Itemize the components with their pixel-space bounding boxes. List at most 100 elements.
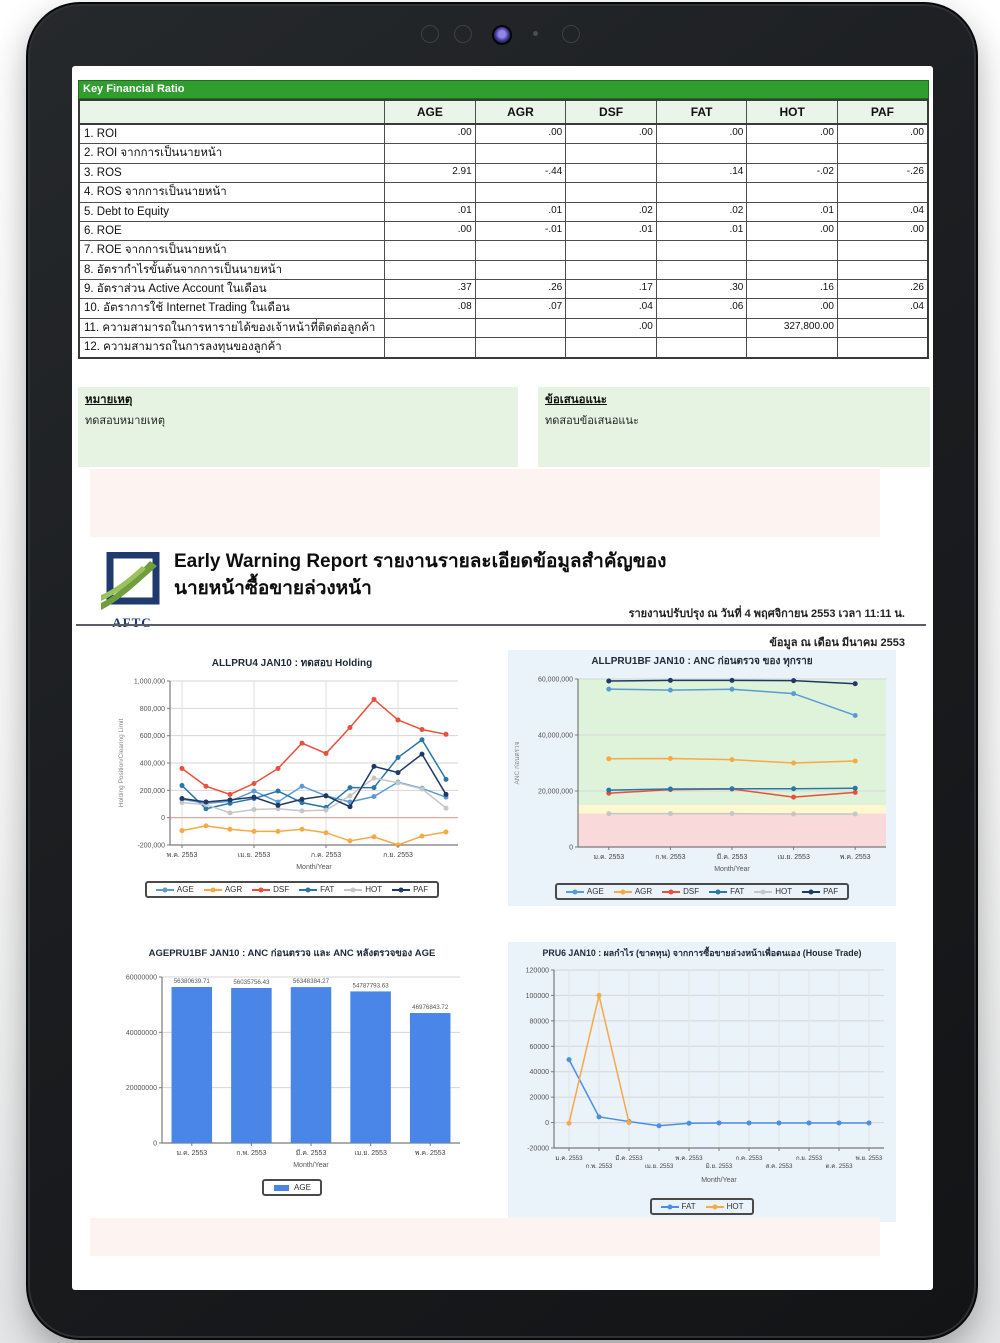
report-title-line2: นายหน้าซื้อขายล่วงหน้า (174, 578, 372, 599)
legend-item: PAF (392, 885, 428, 894)
cell-value (474, 182, 567, 203)
data-as-of-label: ข้อมูล ณ เดือน มีนาคม 2553 (769, 637, 905, 649)
sensor-ring-icon (454, 25, 472, 43)
legend-label: PAF (823, 887, 839, 896)
cell-value: .00 (746, 220, 838, 242)
legend-swatch (802, 889, 821, 894)
chart-svg: 0 20,000,000 40,000,000 60,000,000 ม.ค. 2553… (514, 677, 886, 873)
cell-value: .17 (565, 278, 657, 300)
cell-value: -.44 (474, 162, 567, 184)
cell-value (655, 317, 748, 339)
svg-text:54787793.63: 54787793.63 (353, 982, 390, 989)
table-body: 1. ROI .00.00.00.00.00.00 2. ROI จากการเป็… (78, 123, 929, 358)
svg-text:ก.ย. 2553: ก.ย. 2553 (796, 1155, 823, 1162)
report-title-line1: Early Warning Report รายงานรายละเอียดข้อ… (174, 551, 667, 572)
legend-swatch (252, 887, 271, 892)
svg-text:Month/Year: Month/Year (296, 864, 332, 871)
column-header: PAF (836, 99, 929, 125)
header-divider (76, 624, 926, 626)
svg-text:20000000: 20000000 (126, 1085, 157, 1092)
chart-legend: FAT HOT (649, 1198, 755, 1215)
sensor-ring-icon (562, 25, 580, 43)
cell-value (474, 259, 567, 281)
cell-value: .00 (746, 298, 838, 319)
svg-text:400,000: 400,000 (140, 761, 165, 768)
front-camera-cluster (28, 4, 976, 64)
cell-value (836, 240, 929, 261)
legend-label: HOT (775, 887, 793, 896)
svg-text:46976843.72: 46976843.72 (412, 1004, 449, 1011)
chart-panel-holding: ALLPRU4 JAN10 : ทดสอบ Holding -200,000 0 2… (112, 652, 472, 904)
legend-swatch (299, 887, 318, 892)
row-label: 11. ความสามารถในการหารายได้ของเจ้าหน้าที… (78, 317, 386, 339)
cell-value (474, 337, 567, 358)
legend-label: AGR (224, 885, 243, 894)
svg-text:เม.ย. 2553: เม.ย. 2553 (238, 852, 271, 859)
svg-text:พ.ย. 2553: พ.ย. 2553 (856, 1155, 883, 1162)
legend-label: DSF (273, 885, 290, 894)
legend-label: FAT (320, 885, 335, 894)
legend-item: AGE (273, 1183, 311, 1192)
legend-item: AGR (203, 885, 243, 894)
cell-value (655, 240, 748, 261)
cell-value (655, 143, 748, 164)
cell-value: .00 (474, 123, 567, 145)
legend-item: HOT (344, 885, 382, 894)
legend-swatch (274, 1184, 290, 1191)
svg-text:ก.พ. 2553: ก.พ. 2553 (236, 1150, 266, 1157)
cell-value (384, 317, 476, 339)
table-row: 3. ROS 2.91 -.44 .14 -.02 -.26 (78, 162, 929, 184)
svg-text:Month/Year: Month/Year (714, 866, 750, 873)
column-header: HOT (746, 99, 838, 125)
svg-text:80000: 80000 (530, 1018, 550, 1025)
table-row: 10. อัตราการใช้ Internet Trading ในเดือน… (78, 298, 929, 319)
row-label: 9. อัตราส่วน Active Account ในเดือน (78, 278, 386, 300)
cell-value: .30 (655, 278, 748, 300)
table-row: 2. ROI จากการเป็นนายหน้า (78, 143, 929, 164)
legend-swatch (613, 889, 632, 894)
chart-panel-anc-age: AGEPRU1BF JAN10 : ANC ก่อนตรวจ และ ANC ห… (112, 942, 472, 1202)
table-row: 11. ความสามารถในการหารายได้ของเจ้าหน้าที… (78, 317, 929, 339)
legend-label: AGE (586, 887, 604, 896)
svg-text:Month/Year: Month/Year (293, 1162, 329, 1169)
chart-svg: -20000 0 20000 40000 60000 80000 100000 120000 ม… (526, 968, 884, 1184)
column-header-empty (78, 99, 386, 125)
notes-title: หมายเหตุ (85, 394, 133, 406)
legend-swatch (392, 887, 411, 892)
cell-value (746, 182, 838, 203)
cell-value: .07 (474, 298, 567, 319)
suggestions-title: ข้อเสนอแนะ (545, 394, 607, 406)
chart-title: ALLPRU4 JAN10 : ทดสอบ Holding (211, 658, 373, 669)
svg-text:200,000: 200,000 (140, 788, 165, 795)
svg-text:ก.พ. 2553: ก.พ. 2553 (586, 1163, 613, 1170)
svg-text:Holding Position/Clearing Limi: Holding Position/Clearing Limit (118, 719, 125, 808)
cell-value: -.26 (836, 162, 929, 184)
table-row: 1. ROI .00.00.00.00.00.00 (78, 123, 929, 145)
row-label: 4. ROS จากการเป็นนายหน้า (78, 182, 386, 203)
table-row: 4. ROS จากการเป็นนายหน้า (78, 182, 929, 203)
cell-value: .02 (565, 201, 657, 222)
cell-value: .00 (565, 317, 657, 339)
row-label: 6. ROE (78, 220, 386, 242)
column-header: AGR (474, 99, 567, 125)
row-label: 2. ROI จากการเป็นนายหน้า (78, 143, 386, 164)
svg-text:เม.ย. 2553: เม.ย. 2553 (645, 1163, 674, 1170)
table-row: 7. ROE จากการเป็นนายหน้า (78, 240, 929, 261)
cell-value (565, 337, 657, 358)
suggestions-text: ทดสอบข้อเสนอแนะ (545, 415, 639, 427)
legend-item: HOT (705, 1202, 743, 1211)
legend-label: AGE (176, 885, 194, 894)
cell-value: .04 (836, 201, 929, 222)
legend-label: AGE (294, 1183, 311, 1192)
notes-box: หมายเหตุ ทดสอบหมายเหตุ (78, 387, 518, 467)
row-label: 8. อัตรากำไรขั้นต้นจากการเป็นนายหน้า (78, 259, 386, 281)
legend-swatch (662, 889, 681, 894)
chart-svg: 0 20000000 40000000 60000000 56380639.71 ม.ค.… (126, 975, 460, 1169)
svg-text:เม.ย. 2553: เม.ย. 2553 (777, 854, 810, 861)
legend-swatch (203, 887, 222, 892)
svg-text:20000: 20000 (530, 1095, 550, 1102)
svg-text:-200,000: -200,000 (137, 843, 165, 850)
legend-item: HOT (754, 887, 792, 896)
cell-value (474, 317, 567, 339)
svg-text:ก.พ. 2553: ก.พ. 2553 (655, 854, 685, 861)
